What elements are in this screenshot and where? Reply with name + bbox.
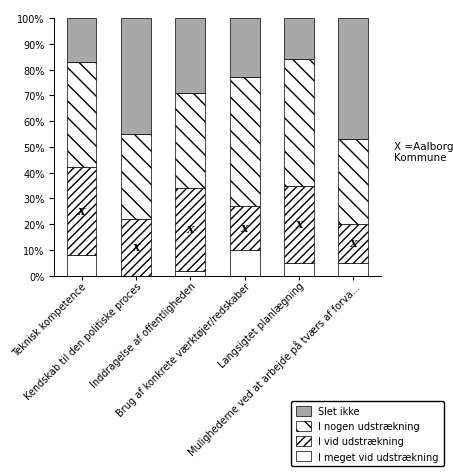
Bar xyxy=(175,271,205,276)
Bar xyxy=(284,19,314,60)
Bar xyxy=(230,207,260,250)
Text: Kendskab til den politiske proces: Kendskab til den politiske proces xyxy=(23,281,143,401)
Bar xyxy=(230,78,260,207)
Text: X: X xyxy=(295,220,303,229)
Bar xyxy=(121,219,151,276)
Bar xyxy=(338,140,368,225)
Text: Brug af konkrete værktøjer/redskaber: Brug af konkrete værktøjer/redskaber xyxy=(115,281,252,418)
Bar xyxy=(175,188,205,271)
Bar xyxy=(67,256,96,276)
Text: X: X xyxy=(78,208,85,216)
Text: X: X xyxy=(241,224,248,233)
Text: Mulighederne ved at arbejde på tværs af forva...: Mulighederne ved at arbejde på tværs af … xyxy=(185,281,362,457)
Bar xyxy=(338,19,368,140)
Text: X: X xyxy=(350,239,357,248)
Bar xyxy=(67,168,96,256)
Bar xyxy=(121,19,151,135)
Bar xyxy=(121,135,151,219)
Text: X: X xyxy=(132,243,140,252)
Bar xyxy=(67,63,96,168)
Text: Inddragelse af offentligheden: Inddragelse af offentligheden xyxy=(88,281,198,389)
Text: Teknisk kompetence: Teknisk kompetence xyxy=(11,281,89,358)
Bar xyxy=(284,186,314,263)
Bar xyxy=(284,60,314,186)
Legend: Slet ikke, I nogen udstrækning, I vid udstrækning, I meget vid udstrækning: Slet ikke, I nogen udstrækning, I vid ud… xyxy=(291,401,443,466)
Text: X: X xyxy=(187,225,194,234)
Bar xyxy=(175,94,205,188)
Bar xyxy=(230,250,260,276)
Text: Langsigtet planlægning: Langsigtet planlægning xyxy=(217,281,306,370)
Bar xyxy=(175,19,205,94)
Text: X =Aalborg
Kommune: X =Aalborg Kommune xyxy=(394,141,453,163)
Bar xyxy=(338,225,368,263)
Bar xyxy=(338,263,368,276)
Bar xyxy=(67,19,96,63)
Bar xyxy=(230,19,260,78)
Bar xyxy=(284,263,314,276)
